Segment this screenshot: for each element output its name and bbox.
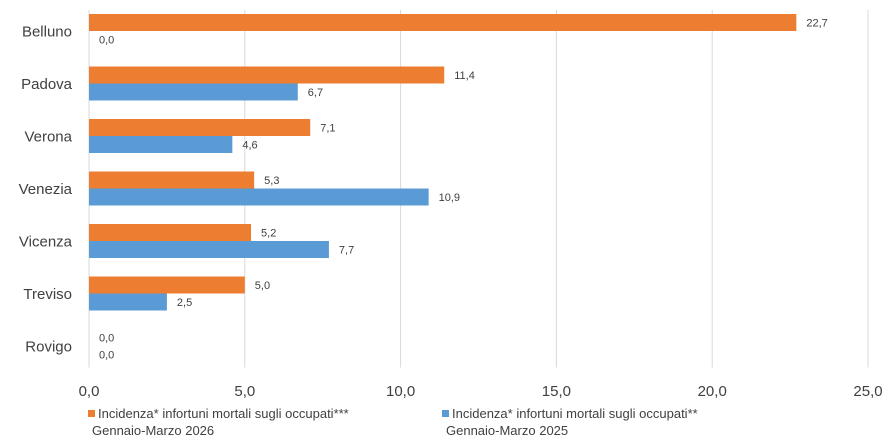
category-label: Belluno	[22, 23, 72, 40]
bar	[89, 171, 255, 189]
bar	[89, 83, 298, 101]
legend-label: Incidenza* infortuni mortali sugli occup…	[452, 406, 698, 421]
bar	[89, 293, 167, 311]
x-tick-label: 20,0	[698, 383, 727, 400]
category-label: Venezia	[19, 181, 73, 198]
category-label: Padova	[21, 76, 73, 93]
legend-label: Incidenza* infortuni mortali sugli occup…	[98, 406, 349, 421]
data-label: 5,3	[264, 175, 279, 187]
bar	[89, 224, 252, 241]
legend-label: Gennaio-Marzo 2026	[92, 423, 214, 438]
data-label: 5,2	[261, 228, 276, 240]
bar	[89, 188, 429, 206]
x-tick-label: 5,0	[234, 383, 255, 400]
bar	[89, 276, 245, 294]
bar	[89, 241, 329, 258]
legend-label: Gennaio-Marzo 2025	[446, 423, 568, 438]
category-label: Treviso	[23, 286, 72, 303]
x-tick-label: 0,0	[79, 383, 100, 400]
data-label: 10,9	[439, 192, 460, 204]
data-label: 7,1	[320, 123, 335, 135]
bar	[89, 14, 797, 31]
data-label: 4,6	[242, 140, 257, 152]
data-label: 7,7	[339, 245, 354, 257]
category-label: Rovigo	[25, 338, 72, 355]
data-label: 6,7	[308, 87, 323, 99]
legend-swatch	[88, 410, 95, 417]
x-tick-label: 15,0	[542, 383, 571, 400]
x-tick-label: 25,0	[853, 383, 882, 400]
data-label: 11,4	[454, 70, 475, 82]
data-label: 22,7	[806, 18, 827, 30]
data-label: 0,0	[99, 333, 114, 345]
bar	[89, 66, 445, 84]
category-label: Vicenza	[19, 233, 73, 250]
data-label: 2,5	[177, 297, 192, 309]
category-label: Verona	[24, 128, 72, 145]
data-label: 0,0	[99, 350, 114, 362]
legend-swatch	[442, 410, 449, 417]
x-tick-label: 10,0	[386, 383, 415, 400]
data-label: 0,0	[99, 35, 114, 47]
bar	[89, 136, 233, 153]
bar	[89, 119, 311, 136]
data-label: 5,0	[255, 280, 270, 292]
